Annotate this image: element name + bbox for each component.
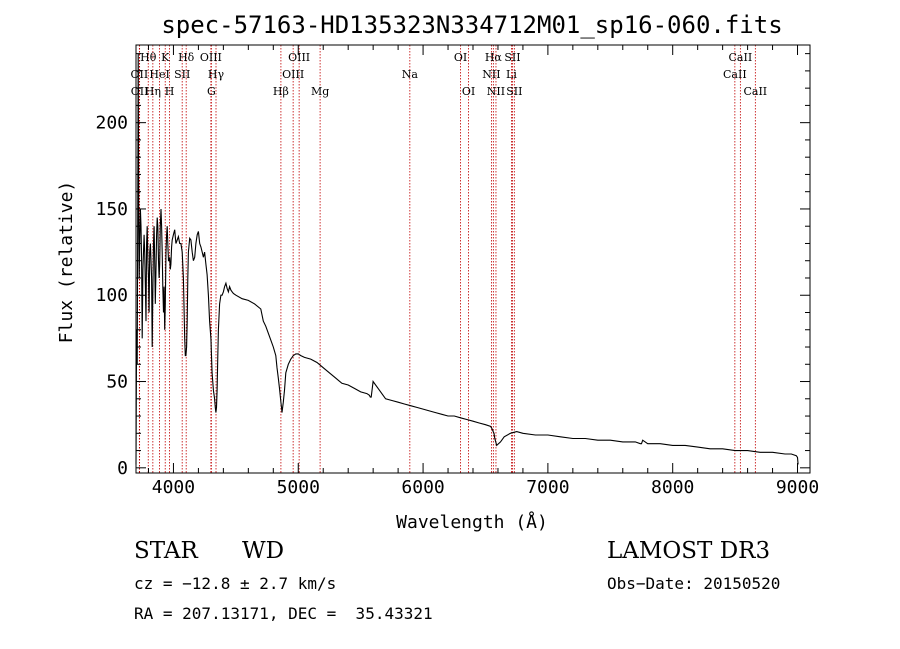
line-marker-label: K [161,51,170,64]
y-tick-label: 0 [117,458,128,479]
object-class: STAR [134,538,198,564]
line-marker-label: CaII [729,51,753,64]
line-marker-label: Hγ [208,68,225,81]
line-marker-label: OII [131,68,149,81]
y-tick-label: 200 [95,113,128,134]
object-subclass: WD [242,538,285,564]
line-marker-label: OI [454,51,467,64]
axis-ticks: 4000 5000 6000 7000 8000 9000 0 50 100 150 200 [95,45,819,498]
line-marker-label: OIII [288,51,310,64]
line-markers [138,45,756,473]
line-marker-label: Hβ [273,85,289,98]
line-marker-label: Hθ [140,51,157,64]
coords-text: RA = 207.13171, DEC = 35.43321 [134,604,433,623]
line-marker-label: SII [174,68,190,81]
line-marker-label: OI [462,85,475,98]
line-marker-label: SII [504,51,520,64]
line-marker-label: OIII [200,51,222,64]
x-tick-label: 9000 [776,477,819,498]
line-marker-label: Li [506,68,517,81]
line-marker-label: Hδ [178,51,195,64]
obs-date-text: Obs−Date: 20150520 [607,574,781,593]
x-tick-label: 6000 [401,477,444,498]
line-marker-label: HeI [149,68,169,81]
line-marker-label: Hη [145,85,161,98]
line-marker-label: NII [487,85,505,98]
line-marker-label: Hα [485,51,503,64]
redshift-text: cz = −12.8 ± 2.7 km/s [134,574,337,593]
line-marker-label: Mg [311,85,329,98]
line-marker-label: CaII [743,85,767,98]
line-marker-label: Na [402,68,419,81]
x-axis-label: Wavelength (Å) [396,511,548,533]
y-tick-label: 150 [95,199,128,220]
x-tick-label: 4000 [152,477,195,498]
y-tick-label: 50 [106,372,128,393]
spectrum-line [135,53,799,465]
line-marker-label: OII [131,85,149,98]
y-axis-label: Flux (relative) [56,181,77,344]
y-tick-label: 100 [95,285,128,306]
line-marker-label: H [165,85,175,98]
line-marker-label: OIII [282,68,304,81]
line-marker-label: SII [506,85,522,98]
survey-name: LAMOST DR3 [607,538,771,564]
x-tick-label: 5000 [277,477,320,498]
line-marker-label: NII [482,68,500,81]
chart-title: spec-57163-HD135323N334712M01_sp16-060.f… [161,11,782,39]
line-marker-label: CaII [723,68,747,81]
plot-frame [135,44,811,474]
x-tick-label: 8000 [651,477,694,498]
x-tick-label: 7000 [526,477,569,498]
line-marker-label: G [207,85,216,98]
